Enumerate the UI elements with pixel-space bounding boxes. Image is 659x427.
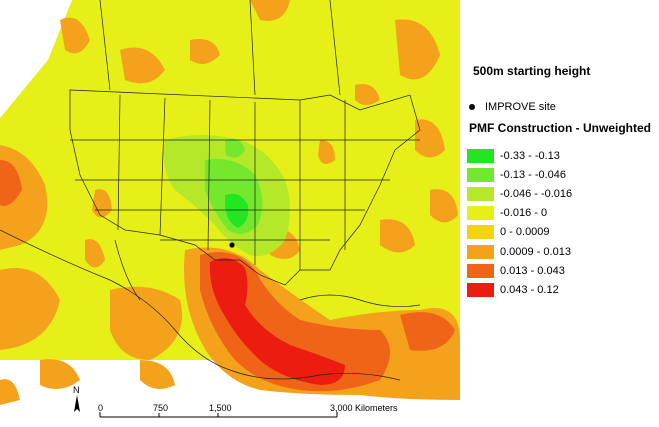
legend-swatch — [467, 186, 494, 201]
legend-swatch — [467, 225, 494, 240]
map-subtitle: 500m starting height — [473, 64, 591, 78]
north-arrow-icon: N — [73, 385, 80, 412]
legend-item: 0.0009 - 0.013 — [467, 242, 572, 261]
legend-item: -0.046 - -0.016 — [467, 184, 572, 203]
north-label: N — [73, 385, 80, 395]
legend-swatch — [467, 206, 494, 221]
scale-bar — [99, 412, 338, 418]
site-dot-icon — [469, 104, 475, 110]
legend-swatch — [467, 167, 494, 182]
map-canvas: N 0 750 1,500 3,000 Kilometers — [0, 0, 460, 418]
legend-item: -0.13 - -0.046 — [467, 165, 572, 184]
legend-label: 0.0009 - 0.013 — [500, 245, 571, 258]
legend-label: 0.013 - 0.043 — [500, 264, 565, 277]
legend-label: -0.33 - -0.13 — [500, 149, 560, 162]
legend-swatch — [467, 263, 494, 278]
dark-orange-patches — [0, 160, 455, 392]
improve-site-marker — [229, 242, 235, 248]
legend-item: 0.013 - 0.043 — [467, 261, 572, 280]
legend-title: PMF Construction - Unweighted — [469, 121, 651, 135]
green-patches — [163, 135, 290, 256]
scale-tick-1500: 1,500 — [209, 403, 232, 413]
legend-item: 0 - 0.0009 — [467, 223, 572, 242]
legend-label: -0.016 - 0 — [500, 207, 548, 220]
legend-swatch — [467, 282, 494, 297]
site-legend-label: IMPROVE site — [485, 101, 556, 113]
legend: -0.33 - -0.13 -0.13 - -0.046 -0.046 - -0.0… — [467, 146, 572, 300]
scale-tick-0: 0 — [98, 403, 103, 413]
legend-item: 0.043 - 0.12 — [467, 280, 572, 299]
legend-label: -0.046 - -0.016 — [500, 187, 573, 200]
legend-swatch — [467, 148, 494, 163]
legend-label: 0.043 - 0.12 — [500, 283, 559, 296]
boundary-lines — [0, 0, 421, 381]
red-core — [209, 258, 345, 385]
legend-swatch — [467, 244, 494, 259]
scale-tick-750: 750 — [153, 403, 168, 413]
site-legend-row: IMPROVE site — [467, 101, 556, 113]
legend-label: 0 - 0.0009 — [500, 226, 550, 239]
legend-item: -0.33 - -0.13 — [467, 146, 572, 165]
scale-tick-3000: 3,000 Kilometers — [330, 403, 398, 413]
legend-label: -0.13 - -0.046 — [500, 168, 567, 181]
legend-item: -0.016 - 0 — [467, 204, 572, 223]
